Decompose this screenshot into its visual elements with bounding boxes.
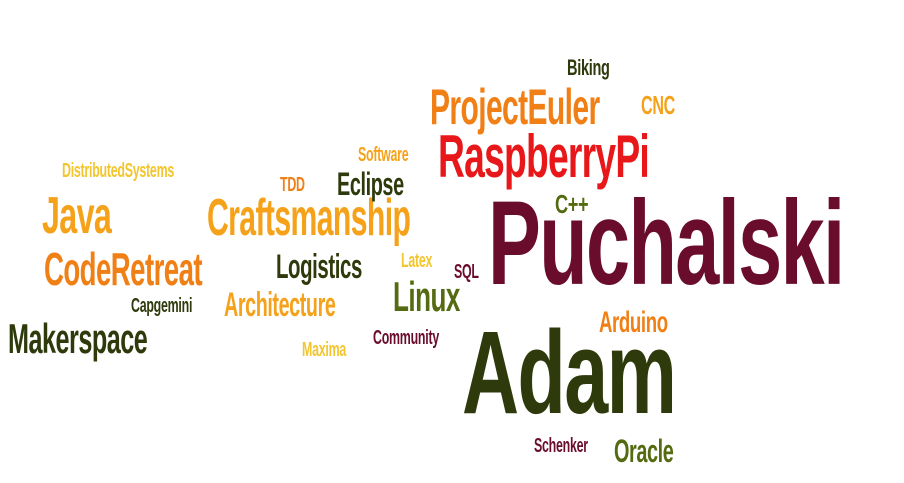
word-software: Software xyxy=(358,144,409,166)
word-linux: Linux xyxy=(393,273,460,320)
word-latex: Latex xyxy=(401,250,433,272)
word-raspberrypi: RaspberryPi xyxy=(438,123,650,190)
word-makerspace: Makerspace xyxy=(8,315,148,362)
word-oracle: Oracle xyxy=(614,433,674,469)
word-community: Community xyxy=(373,327,439,349)
word-logistics: Logistics xyxy=(276,248,362,286)
word-tdd: TDD xyxy=(280,174,305,196)
word-adam: Adam xyxy=(462,307,677,439)
word-architecture: Architecture xyxy=(224,286,336,324)
word-cpp: C++ xyxy=(555,189,589,219)
word-distributedsystems: DistributedSystems xyxy=(62,160,174,182)
word-sql: SQL xyxy=(454,261,479,283)
word-maxima: Maxima xyxy=(302,339,347,361)
word-cnc: CNC xyxy=(641,90,675,120)
word-puchalski: Puchalski xyxy=(488,176,845,310)
word-projecteuler: ProjectEuler xyxy=(430,79,600,135)
word-eclipse: Eclipse xyxy=(337,166,404,202)
word-coderetreat: CodeRetreat xyxy=(44,243,203,295)
word-schenker: Schenker xyxy=(534,435,588,457)
word-arduino: Arduino xyxy=(599,306,668,339)
word-java: Java xyxy=(42,187,112,245)
word-biking: Biking xyxy=(567,55,610,80)
word-capgemini: Capgemini xyxy=(131,295,193,317)
word-craftsmanship: Craftsmanship xyxy=(207,189,411,247)
